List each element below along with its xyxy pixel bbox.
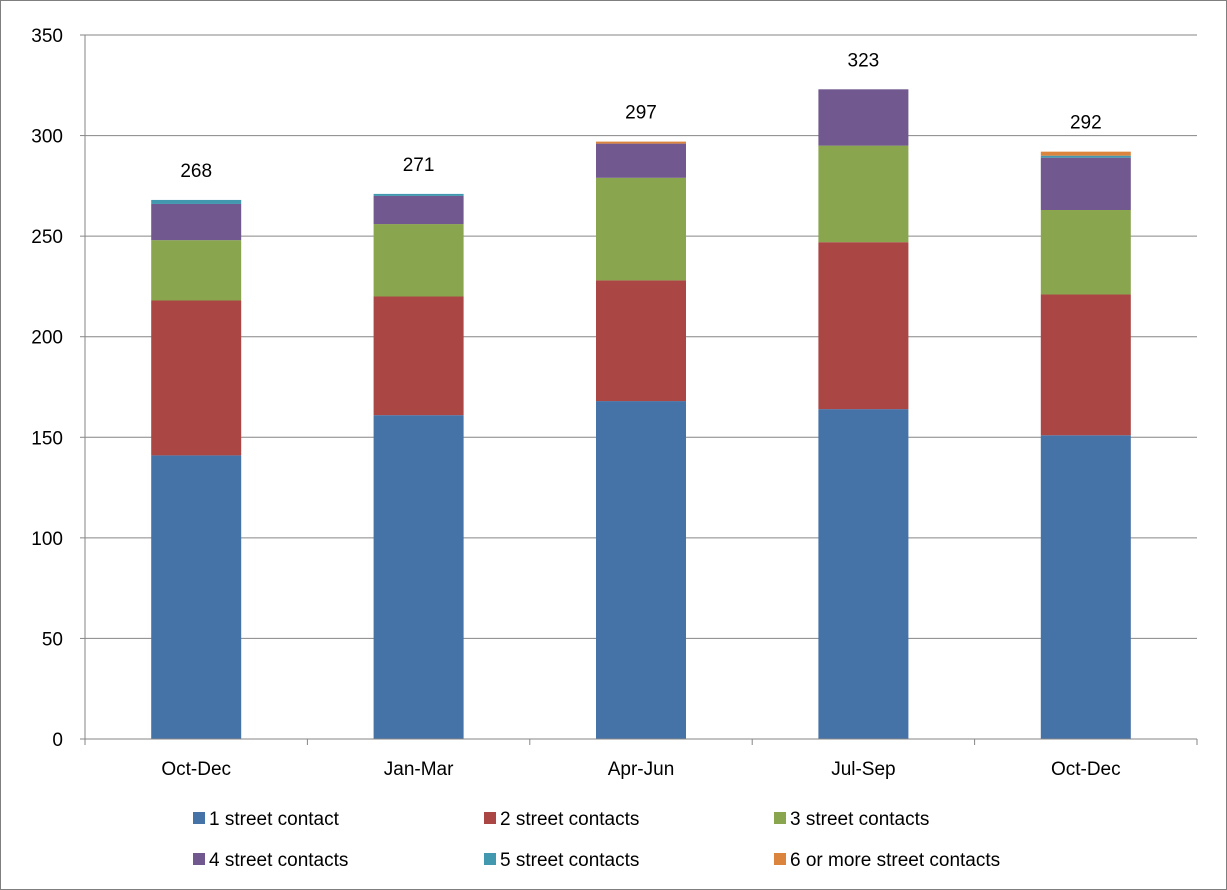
legend-swatch (774, 853, 786, 865)
bar-segment (1040, 155, 1131, 158)
x-tick-label: Jul-Sep (831, 759, 895, 780)
y-tick-labels: 0 50 100 150 200 250 300 350 (31, 26, 63, 751)
legend-label: 3 street contacts (790, 809, 929, 830)
total-label: 297 (625, 103, 657, 124)
y-tick-label: 250 (31, 227, 63, 248)
legend: 1 street contact 2 street contacts 3 stree… (193, 809, 1000, 871)
total-label: 292 (1070, 113, 1102, 134)
y-tick-label: 50 (42, 629, 63, 650)
bar-segment (818, 409, 909, 739)
bar-segment (373, 296, 464, 416)
legend-label: 4 street contacts (209, 850, 348, 871)
bars (151, 89, 1131, 739)
y-tick-label: 300 (31, 127, 63, 148)
bar-segment (818, 242, 909, 410)
total-labels: 268 271 297 323 292 (180, 50, 1101, 182)
bar-segment (373, 193, 464, 196)
legend-swatch (193, 812, 205, 824)
y-tick-label: 150 (31, 428, 63, 449)
total-label: 268 (180, 161, 212, 182)
bar-segment (818, 145, 909, 243)
bar-segment (596, 280, 686, 402)
x-tick-label: Apr-Jun (608, 759, 675, 780)
y-tick-label: 200 (31, 328, 63, 349)
bar-segment (151, 199, 242, 204)
x-tick-labels: Oct-Dec Jan-Mar Apr-Jun Jul-Sep Oct-Dec (161, 759, 1120, 780)
bar-segment (1040, 294, 1131, 436)
legend-label: 5 street contacts (500, 850, 639, 871)
bar-segment (151, 240, 242, 301)
bar-segment (151, 203, 242, 241)
bar-segment (596, 401, 686, 739)
legend-swatch (774, 812, 786, 824)
legend-swatch (484, 812, 496, 824)
bar-segment (151, 455, 242, 739)
legend-label: 1 street contact (209, 809, 340, 830)
y-tick-label: 100 (31, 529, 63, 550)
y-tick-label: 0 (52, 730, 63, 751)
bar-segment (818, 89, 909, 146)
bar-segment (596, 141, 686, 144)
x-tick-label: Oct-Dec (161, 759, 231, 780)
bar-segment (596, 177, 686, 281)
bar-segment (373, 195, 464, 225)
legend-label: 2 street contacts (500, 809, 639, 830)
bar-segment (1040, 157, 1131, 210)
bar-segment (1040, 209, 1131, 295)
bar-segment (151, 300, 242, 456)
bar-segment (596, 143, 686, 178)
bar-segment (1040, 435, 1131, 739)
legend-swatch (193, 853, 205, 865)
bar-segment (1040, 151, 1131, 156)
x-tick-label: Jan-Mar (384, 759, 454, 780)
legend-label: 6 or more street contacts (790, 850, 1000, 871)
bar-segment (373, 224, 464, 297)
total-label: 271 (403, 155, 435, 176)
axes (80, 34, 1198, 745)
legend-swatch (484, 853, 496, 865)
total-label: 323 (848, 50, 880, 71)
y-tick-label: 350 (31, 26, 63, 47)
bar-segment (373, 415, 464, 739)
x-tick-label: Oct-Dec (1051, 759, 1121, 780)
